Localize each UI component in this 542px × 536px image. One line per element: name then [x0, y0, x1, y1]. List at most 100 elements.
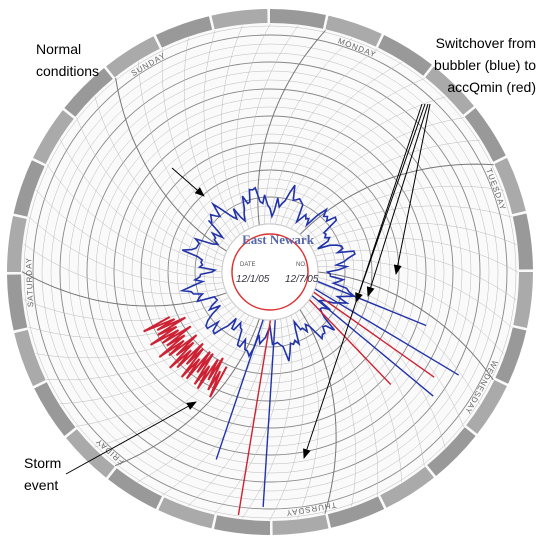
hour-line — [94, 317, 255, 448]
hour-line — [46, 309, 241, 381]
grid-circle — [167, 169, 373, 375]
rim-segment — [464, 108, 506, 162]
grid-circle — [50, 52, 490, 492]
hour-line — [313, 292, 425, 467]
rim-segment — [33, 110, 74, 165]
rim-segment — [380, 466, 434, 508]
rim-segment — [108, 468, 163, 509]
rim-segment — [13, 160, 45, 217]
traces — [143, 184, 460, 516]
hour-line — [295, 140, 481, 232]
annotation: Normal — [36, 41, 81, 57]
hour-line — [115, 77, 228, 252]
pen-stroke — [314, 279, 427, 327]
pen-stroke — [309, 293, 434, 397]
hub-ring — [231, 233, 309, 311]
rim — [7, 9, 533, 535]
hour-line — [310, 222, 517, 247]
date-value: 12/1/05 — [236, 274, 270, 285]
hour-line — [295, 312, 320, 519]
hour-line — [28, 216, 224, 285]
hour-line — [75, 315, 250, 427]
rim-segment — [272, 514, 329, 535]
no-label: NO. — [296, 262, 307, 268]
rim-segment — [7, 274, 28, 331]
pen-stroke — [262, 316, 277, 507]
grid-circle — [95, 97, 445, 447]
rim-segment — [269, 9, 326, 29]
hour-line — [138, 61, 230, 247]
hour-line — [317, 266, 505, 355]
arrow — [393, 103, 431, 275]
arrow — [303, 103, 423, 459]
annotation: accQmin (red) — [447, 79, 536, 95]
hour-line — [137, 319, 265, 483]
annotation: bubbler (blue) to — [434, 57, 536, 73]
rim-segment — [7, 216, 27, 273]
rim-segment — [14, 329, 46, 387]
hour-line — [235, 23, 271, 229]
hub-title: East Newark — [242, 232, 315, 247]
grid-circle — [77, 79, 463, 465]
hour-line — [307, 205, 512, 243]
rim-segment — [155, 16, 213, 48]
hour-line — [317, 277, 481, 405]
hour-line — [161, 319, 271, 496]
pen-stroke — [310, 289, 435, 378]
hour-line — [59, 139, 223, 267]
rim-segment — [377, 35, 432, 76]
pen-stroke — [311, 286, 460, 376]
hour-line — [23, 297, 230, 322]
annotation: Switchover from — [436, 35, 536, 51]
hour-line — [285, 96, 446, 227]
pen-stroke — [237, 316, 272, 516]
storm-trace — [143, 316, 228, 398]
arrow — [171, 167, 205, 197]
hour-line — [35, 189, 223, 278]
annotation: conditions — [36, 63, 99, 79]
rim-segment — [211, 9, 268, 30]
arrow — [65, 401, 197, 475]
arrow — [366, 103, 429, 297]
hour-line — [315, 287, 446, 448]
hour-line — [269, 315, 305, 521]
rim-segment — [64, 68, 113, 117]
hour-line — [46, 163, 223, 273]
rim-segment — [66, 429, 115, 478]
hour-line — [59, 312, 245, 404]
hour-line — [269, 48, 379, 225]
grid-circle — [41, 43, 499, 501]
hour-line — [214, 318, 283, 514]
rim-segment — [466, 379, 507, 434]
hour-line — [76, 117, 224, 262]
hour-line — [313, 237, 519, 273]
annotation: event — [24, 477, 58, 493]
rim-segment — [513, 271, 533, 328]
rim-segment — [214, 515, 271, 535]
rim-segment — [512, 213, 533, 270]
rim-segment — [34, 382, 76, 436]
rim-segment — [495, 327, 527, 384]
rim-segment — [427, 427, 476, 476]
grid-circle — [203, 205, 337, 339]
grid-circle — [176, 178, 364, 366]
arrows — [303, 103, 431, 459]
hour-line — [21, 271, 227, 307]
rim-segment — [494, 157, 526, 215]
grid-circle — [158, 160, 382, 384]
hour-line — [220, 25, 245, 232]
day-label: SATURDAY — [24, 257, 35, 308]
annotation: Storm — [24, 455, 61, 471]
hour-line — [264, 37, 353, 225]
hour-line — [299, 309, 337, 514]
pen-stroke — [215, 316, 265, 460]
rim-segment — [327, 496, 385, 528]
grid-circle — [32, 34, 508, 510]
rim-segment — [325, 15, 382, 47]
hour-line — [317, 271, 494, 381]
hour-line — [28, 301, 233, 339]
rim-segment — [106, 36, 160, 78]
hour-line — [35, 305, 237, 359]
date-label: DATE — [240, 262, 256, 268]
